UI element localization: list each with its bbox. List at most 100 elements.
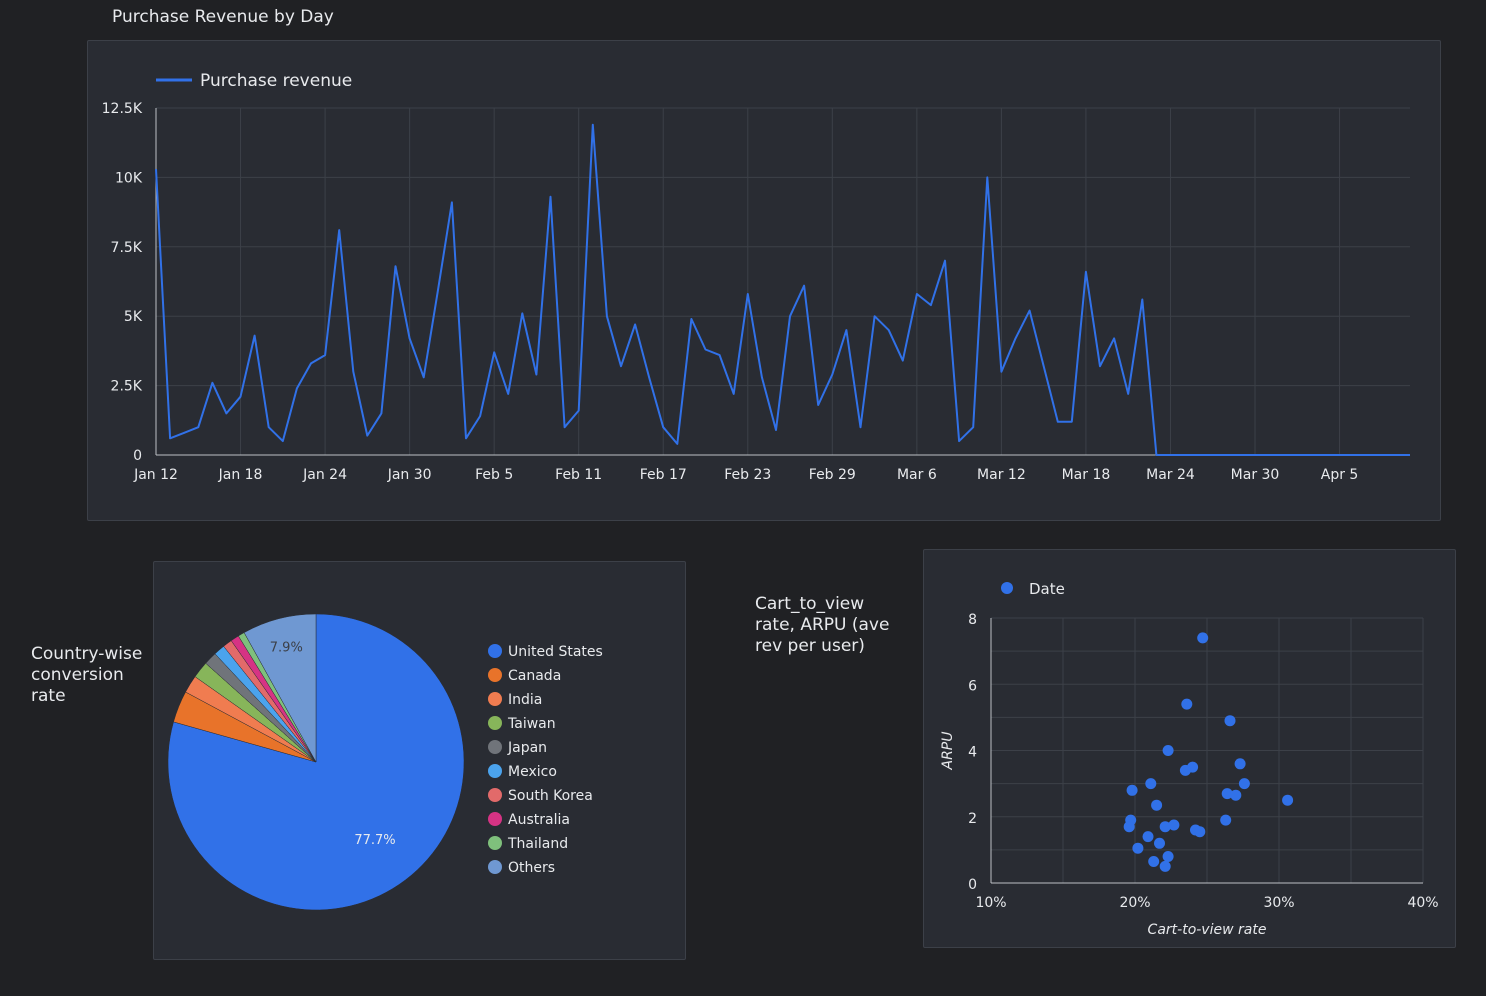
legend-swatch: [488, 860, 502, 874]
x-tick-label: Jan 18: [218, 467, 263, 483]
pie-legend-item: India: [488, 692, 542, 708]
legend-swatch: [488, 812, 502, 826]
pie-chart: 77.7% 7.9%: [167, 613, 465, 911]
x-tick-label: Mar 6: [897, 467, 937, 483]
scatter-point: [1197, 632, 1209, 644]
pie-slice: [243, 613, 317, 763]
pie-legend-item: Japan: [488, 740, 547, 756]
scatter-point: [1224, 715, 1236, 727]
scatter-point: [1162, 745, 1174, 756]
x-tick-label: 20%: [1119, 895, 1150, 911]
x-tick-label: Mar 30: [1231, 467, 1280, 483]
scatter-point: [1145, 778, 1157, 790]
scatter-point: [1181, 698, 1193, 710]
legend-swatch: [488, 764, 502, 778]
scatter-point: [1126, 784, 1138, 796]
y-axis-title: ARPU: [940, 732, 956, 771]
legend-swatch: [488, 788, 502, 802]
legend-label: United States: [508, 644, 603, 660]
line-chart-panel: 0 2.5K 5K 7.5K 10K 12.5K Jan 12 Jan 18 Jan 24 Jan…: [87, 40, 1441, 521]
x-tick-label: Feb 5: [475, 467, 513, 483]
x-axis-title: Cart-to-view rate: [1148, 922, 1267, 938]
x-tick-label: Jan 30: [387, 467, 432, 483]
y-tick-label: 10K: [115, 170, 143, 186]
legend-label: Others: [508, 860, 556, 876]
scatter-point: [1132, 842, 1144, 854]
scatter-point: [1159, 821, 1171, 833]
x-tick-label: Mar 12: [977, 467, 1026, 483]
scatter-point: [1179, 764, 1191, 776]
pie-legend-item: Others: [488, 860, 555, 876]
scatter-point: [1159, 860, 1171, 872]
legend-swatch: [488, 692, 502, 706]
scatter-chart: 0 2 4 6 8 10% 20% 30% 40% Date Cart-to-view rate AR…: [940, 580, 1439, 938]
legend-label: Japan: [508, 740, 548, 756]
scatter-point: [1154, 837, 1165, 849]
pie-legend-item: Thailand: [488, 836, 568, 852]
pie-chart-title: Country-wise conversion rate: [31, 644, 142, 707]
legend-label: India: [508, 692, 543, 708]
line-chart: 0 2.5K 5K 7.5K 10K 12.5K Jan 12 Jan 18 Jan 24 Jan…: [102, 71, 1410, 483]
legend-label: Australia: [508, 812, 570, 828]
scatter-point: [1234, 758, 1246, 770]
legend-swatch: [488, 668, 502, 682]
y-tick-label: 5K: [124, 309, 143, 325]
legend-swatch: [488, 716, 502, 730]
y-tick-label: 0: [133, 448, 142, 464]
x-tick-label: Jan 24: [302, 467, 347, 483]
legend-swatch: [488, 644, 502, 658]
pie-legend-item: Taiwan: [488, 716, 556, 732]
legend-label: Taiwan: [508, 716, 556, 732]
x-tick-label: Mar 24: [1146, 467, 1195, 483]
x-tick-label: Apr 5: [1321, 467, 1359, 483]
scatter-point: [1220, 814, 1232, 826]
x-tick-label: Feb 23: [724, 467, 771, 483]
legend-label: Mexico: [508, 764, 557, 780]
pie-slice-label: 77.7%: [354, 833, 395, 848]
legend-swatch: [1001, 582, 1013, 594]
pie-legend-item: Australia: [488, 812, 570, 828]
scatter-point: [1162, 851, 1174, 862]
pie-slice-label: 7.9%: [270, 640, 303, 655]
scatter-title-line: rev per user): [755, 636, 865, 656]
scatter-point: [1230, 789, 1242, 801]
scatter-chart-title: Cart_to_view rate, ARPU (ave rev per use…: [755, 594, 889, 657]
pie-legend-item: Canada: [488, 668, 561, 684]
y-tick-label: 2.5K: [111, 379, 143, 395]
pie-legend-item: Mexico: [488, 764, 557, 780]
scatter-point: [1148, 856, 1160, 867]
pie-chart-panel: 77.7% 7.9% United States Canada India Taiwan…: [153, 561, 686, 960]
scatter-point: [1194, 826, 1206, 838]
legend-swatch: [488, 836, 502, 850]
pie-legend-item: South Korea: [488, 788, 593, 804]
scatter-point: [1282, 794, 1294, 806]
scatter-point: [1168, 819, 1180, 831]
pie-title-line: conversion: [31, 665, 124, 685]
purchase-revenue-line: [155, 123, 1410, 456]
x-tick-label: 40%: [1407, 895, 1438, 911]
y-tick-label: 7.5K: [111, 240, 143, 256]
x-tick-label: 10%: [975, 895, 1006, 911]
pie-title-line: Country-wise: [31, 644, 143, 664]
legend-swatch: [488, 740, 502, 754]
y-tick-label: 4: [968, 745, 977, 761]
x-tick-label: 30%: [1263, 895, 1294, 911]
scatter-title-line: Cart_to_view: [755, 594, 865, 614]
legend-label: Date: [1029, 580, 1065, 598]
scatter-point: [1123, 821, 1135, 833]
x-tick-label: Mar 18: [1062, 467, 1111, 483]
y-tick-label: 8: [968, 612, 977, 628]
y-tick-label: 6: [968, 678, 977, 694]
pie-legend-item: United States: [488, 644, 603, 660]
y-tick-label: 0: [968, 877, 977, 893]
x-tick-label: Feb 17: [640, 467, 687, 483]
legend-label: South Korea: [508, 788, 593, 804]
scatter-title-line: rate, ARPU (ave: [755, 615, 890, 635]
legend-label: Purchase revenue: [200, 71, 352, 91]
y-tick-label: 2: [968, 811, 977, 827]
legend-label: Canada: [508, 668, 562, 684]
scatter-chart-panel: 0 2 4 6 8 10% 20% 30% 40% Date Cart-to-view rate AR…: [923, 549, 1456, 948]
x-tick-label: Feb 11: [555, 467, 602, 483]
legend-label: Thailand: [508, 836, 569, 852]
x-tick-label: Jan 12: [133, 467, 178, 483]
